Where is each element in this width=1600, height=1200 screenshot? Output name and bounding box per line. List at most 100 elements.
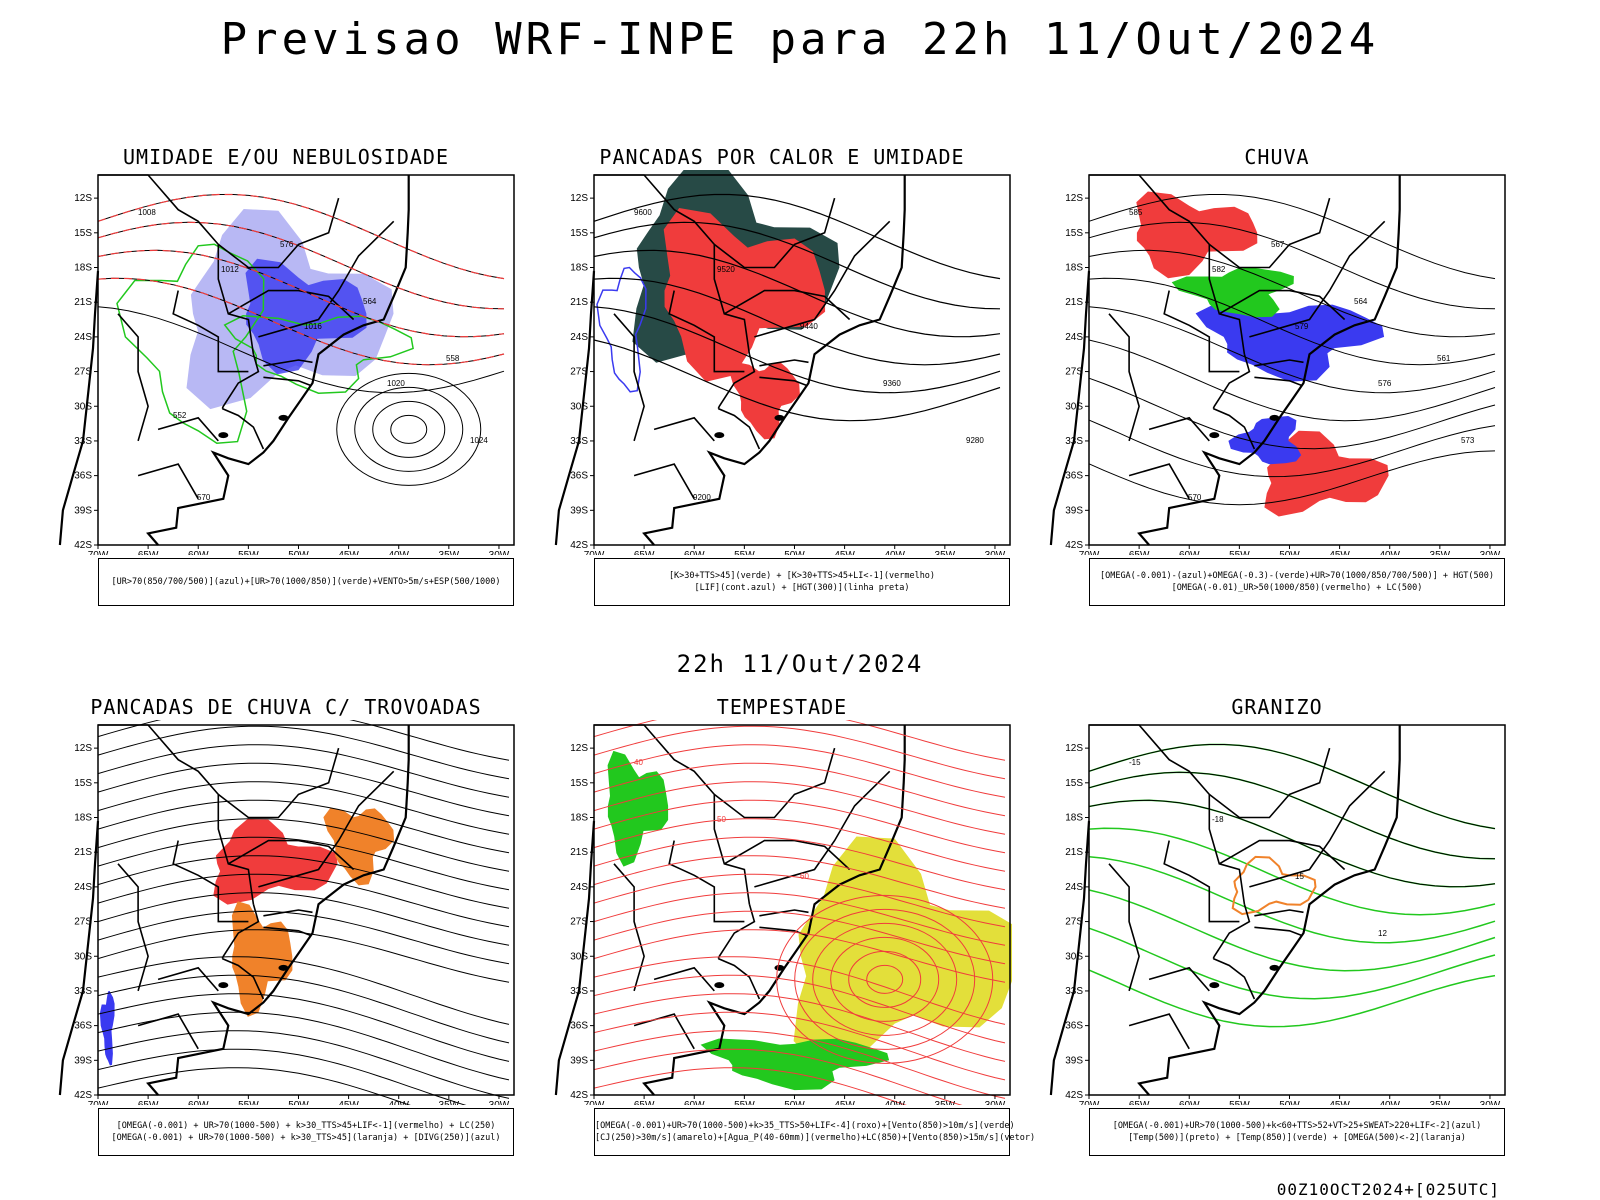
map-frame [97,724,515,1096]
height-300-lines [593,193,1001,422]
legend-line: [OMEGA(-0.001)-(azul)+OMEGA(-0.3)-(verde… [1099,571,1495,581]
lon-label: 70W [584,550,605,555]
streamline [97,974,510,1044]
streamline [97,818,510,872]
lat-label: 42S [1065,1090,1083,1101]
contour-line [1088,221,1496,310]
lon-label: 35W [1430,1100,1451,1105]
contour-line [593,277,1001,366]
streamline [593,836,1006,891]
state-border [1218,839,1346,871]
lat-label: 15S [570,778,588,789]
state-border [1249,220,1386,338]
lon-label: 35W [1430,550,1451,555]
lat-label: 42S [570,1090,588,1101]
omega-strong-area [1171,267,1294,318]
streamline [97,1048,467,1105]
lagoon [1209,432,1220,439]
map-frame [1088,724,1506,1096]
unstable-area [729,362,800,440]
state-border [1108,863,1140,992]
map-base [1049,174,1401,546]
lon-label: 70W [88,1100,109,1105]
lat-label: 39S [74,1055,92,1066]
streamlines-250 [97,720,510,1105]
state-border [594,174,751,355]
contour-line [1088,339,1496,422]
state-border [263,376,311,387]
contour-line [1088,377,1496,450]
lon-label: 55W [1229,550,1250,555]
lon-label: 60W [188,550,209,555]
contour-line [97,193,505,280]
state-border [717,407,761,450]
lagoon [1269,964,1280,971]
state-border [759,359,809,367]
state-border [217,197,340,269]
lon-label: 65W [1129,1100,1150,1105]
lon-label: 65W [138,550,159,555]
lon-label: 55W [238,1100,259,1105]
streamline [97,873,510,928]
humidity-core [245,258,367,375]
streamline [593,725,1006,780]
contour-line [593,221,1001,310]
state-border [713,197,836,269]
streamline [593,956,1006,1025]
state-border [221,957,265,1000]
temp-500-lines [1088,744,1496,888]
lon-label: 45W [834,1100,855,1105]
contour-line [1088,856,1496,944]
panel-chuva: CHUVA 585 582 579 576 573 570 567 564 561 12S 15S 1… [1047,145,1507,635]
lat-label: 24S [74,332,92,343]
state-border [227,289,355,321]
lat-label: 21S [570,847,588,858]
map-base [554,724,906,1096]
streamline [97,910,510,965]
lat-label: 42S [570,540,588,551]
streamline [97,993,510,1062]
state-border [263,359,313,367]
height-labels: 9600 9520 9440 9360 9280 9200 [634,208,984,502]
lat-label: 15S [570,228,588,239]
contour-line [593,306,1001,394]
lat-label: 27S [570,917,588,928]
map-frame [1088,174,1506,546]
legend-line: [OMEGA(-0.001)+UR>70(1000-500)+k>35_TTS>… [595,1121,1015,1131]
state-border [717,353,756,409]
lat-label: 36S [1065,471,1083,482]
contour-label: -18 [1212,815,1224,824]
divergence-area [99,990,115,1066]
state-border [759,909,809,917]
isobar-labels: 1008 1012 1016 1020 1024 570 576 564 558 552 [138,208,488,502]
water-labels: 40 50 60 [634,758,809,881]
lon-label: 60W [1179,550,1200,555]
lon-label: 40W [388,1100,409,1105]
coastline [554,270,596,546]
contour-label: 570 [1188,493,1202,502]
streamline [97,1011,510,1081]
map-base [554,174,906,546]
map-frame [97,174,515,546]
lat-label: 30S [570,951,588,962]
circulation-ring [866,964,904,994]
lat-label: 30S [74,951,92,962]
lat-label: 36S [570,1021,588,1032]
lon-label: 45W [338,550,359,555]
streamline [97,956,510,1025]
lat-label: 27S [74,367,92,378]
streamline [97,892,510,946]
lon-label: 35W [439,550,460,555]
lat-label: 21S [74,847,92,858]
lon-label: 60W [684,550,705,555]
state-border [1128,1013,1190,1050]
lat-label: 36S [74,1021,92,1032]
lat-label: 30S [570,401,588,412]
main-title: Previsao WRF-INPE para 22h 11/Out/2024 [220,14,1380,65]
hgt-500-lines [1088,194,1496,506]
contour-label: 9440 [800,322,818,331]
lat-label: 12S [74,743,92,754]
lon-label: 60W [684,1100,705,1105]
lon-label: 50W [784,550,805,555]
state-border [613,863,645,992]
